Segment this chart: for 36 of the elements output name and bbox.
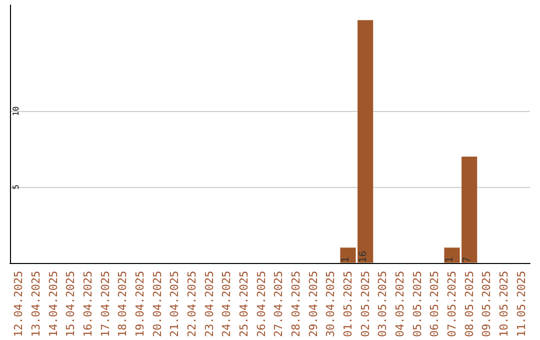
data-label: 1 — [444, 256, 456, 263]
x-tick-label: 13.04.2025 — [30, 270, 42, 338]
x-tick-label: 25.04.2025 — [238, 270, 250, 338]
x-tick-label: 02.05.2025 — [358, 270, 372, 338]
data-label: 16 — [358, 250, 369, 263]
x-tick-label: 22.04.2025 — [186, 270, 198, 338]
y-tick-label: 10 — [12, 106, 20, 116]
x-tick-label: 26.04.2025 — [254, 270, 268, 338]
x-tick-label: 07.05.2025 — [446, 270, 458, 338]
x-tick-label: 23.04.2025 — [202, 270, 216, 338]
x-tick-label: 14.04.2025 — [46, 270, 60, 338]
x-tick-label: 10.05.2025 — [498, 270, 510, 338]
x-tick-label: 01.05.2025 — [342, 270, 354, 338]
x-tick-label: 05.05.2025 — [410, 270, 424, 338]
x-tick-label: 27.04.2025 — [272, 270, 286, 338]
x-tick-label: 03.05.2025 — [376, 270, 390, 338]
x-tick-label: 08.05.2025 — [462, 270, 476, 338]
data-label: 1 — [340, 256, 352, 263]
x-tick-label: 20.04.2025 — [150, 270, 164, 338]
x-tick-label: 17.04.2025 — [98, 270, 112, 338]
x-tick-label: 21.04.2025 — [168, 270, 182, 338]
x-tick-label: 30.04.2025 — [324, 270, 338, 338]
x-tick-label: 24.04.2025 — [220, 270, 234, 338]
x-tick-label: 16.04.2025 — [82, 270, 94, 338]
data-label: 7 — [462, 256, 473, 263]
x-tick-label: 29.04.2025 — [306, 270, 320, 338]
x-tick-label: 18.04.2025 — [116, 270, 130, 338]
x-tick-label: 12.04.2025 — [12, 270, 26, 338]
y-tick-label: 5 — [12, 184, 20, 190]
x-tick-label: 19.04.2025 — [134, 270, 146, 338]
x-tick-label: 06.05.2025 — [428, 270, 442, 338]
x-tick-label: 11.05.2025 — [514, 270, 528, 338]
x-tick-label: 09.05.2025 — [480, 270, 494, 338]
x-tick-label: 04.05.2025 — [394, 270, 406, 338]
x-tick-label: 15.04.2025 — [64, 270, 78, 338]
x-tick-label: 28.04.2025 — [290, 270, 302, 338]
